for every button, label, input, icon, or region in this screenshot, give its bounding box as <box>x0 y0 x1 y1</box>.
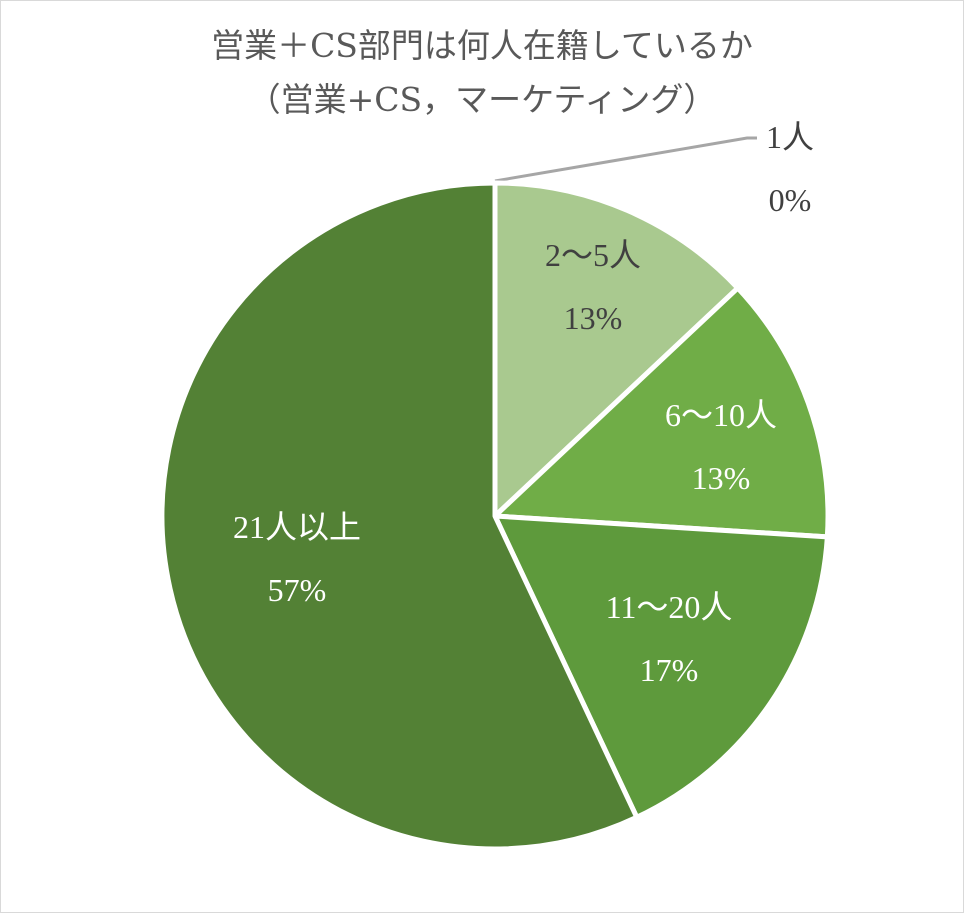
slice-percent-2: 13% <box>692 460 751 496</box>
slice-label-0: 1人 <box>766 119 814 155</box>
pie-slice-4 <box>159 180 640 852</box>
slice-percent-3: 17% <box>640 652 699 688</box>
chart-title-main: 営業＋CS部門は何人在籍しているか <box>211 26 753 65</box>
slice-percent-1: 13% <box>564 300 623 336</box>
chart-title: 営業＋CS部門は何人在籍しているか （営業+CS，マーケティング） <box>1 19 963 127</box>
slice-percent-4: 57% <box>268 572 327 608</box>
slice-label-1: 2〜5人 <box>545 237 641 273</box>
pie-slice-2 <box>492 285 831 540</box>
slice-label-2: 6〜10人 <box>665 397 777 433</box>
chart-subtitle: （営業+CS，マーケティング） <box>247 80 717 119</box>
slice-label-3: 11〜20人 <box>606 589 733 625</box>
leader-line-slice-0 <box>494 136 757 183</box>
slice-label-4: 21人以上 <box>233 509 361 545</box>
slice-percent-0: 0% <box>769 182 812 218</box>
pie-slice-1 <box>492 180 741 519</box>
pie-slice-3 <box>492 513 830 820</box>
